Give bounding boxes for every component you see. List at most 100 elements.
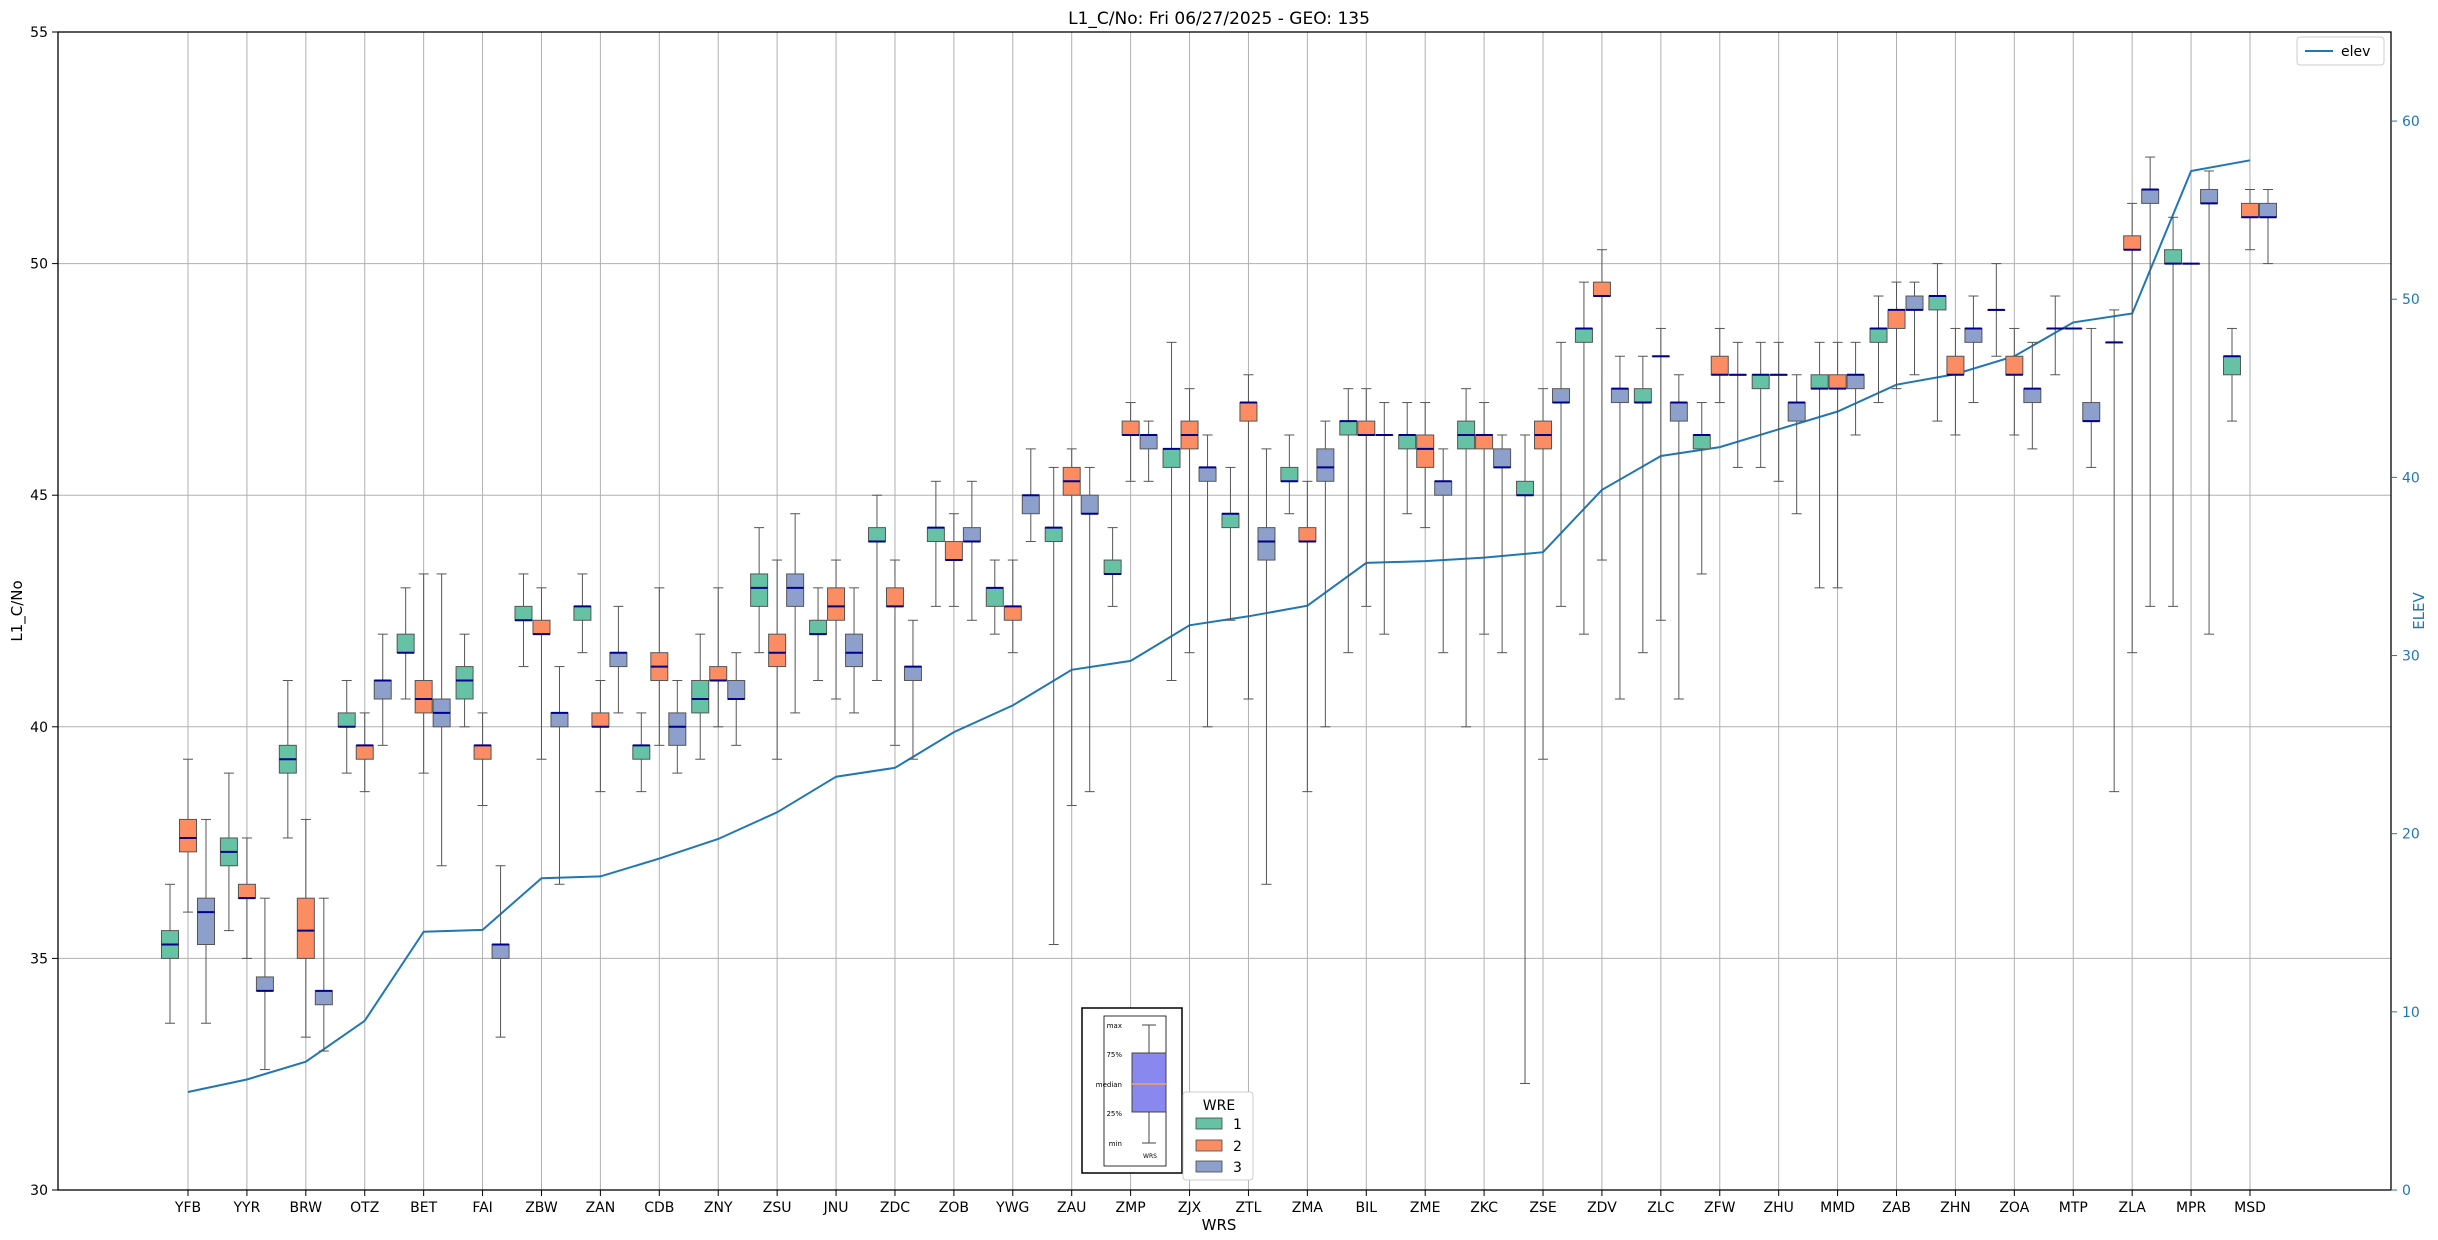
inset-box [1131, 1052, 1167, 1113]
box-wre2-zhu [1769, 341, 1788, 482]
box-body [473, 744, 492, 760]
box-body [1887, 309, 1906, 329]
y-right-tick-label-20: 20 [2402, 827, 2420, 843]
box-body [1964, 327, 1983, 343]
box-wre2-zsu [768, 559, 787, 760]
box-body [2123, 235, 2142, 251]
box-wre3-zbw [550, 666, 569, 885]
inset-label-max: max [1107, 1022, 1122, 1030]
x-tick-label-zoa: ZOA [1999, 1200, 2029, 1216]
legend-wre-swatch-3 [1195, 1160, 1223, 1173]
box-body [296, 897, 315, 959]
box-wre1-zdc [867, 494, 886, 681]
box-body [2023, 388, 2042, 404]
x-tick-label-zny: ZNY [704, 1200, 733, 1216]
box-wre2-zdc [885, 559, 904, 746]
x-tick-label-zau: ZAU [1057, 1200, 1086, 1216]
box-body [1633, 388, 1652, 404]
x-tick-label-jnu: JNU [823, 1200, 849, 1216]
box-wre1-zab [1869, 295, 1888, 404]
legend-elev: elev [2296, 36, 2385, 66]
y-right-tick-label-0: 0 [2402, 1183, 2411, 1199]
elev-series-layer [187, 159, 2251, 1093]
grid-lines [58, 31, 2391, 1191]
box-wre1-mtp [2046, 295, 2065, 376]
box-body [768, 633, 787, 668]
box-wre3-cdb [668, 679, 687, 774]
box-wre2-zmp [1121, 402, 1140, 482]
inset-caption: WRS [1143, 1153, 1157, 1160]
box-wre2-zse [1534, 388, 1553, 760]
box-wre3-zjx [1198, 434, 1217, 728]
box-body [591, 712, 610, 728]
y-right-tick-label-30: 30 [2402, 649, 2420, 665]
box-body [1946, 355, 1965, 376]
x-tick-label-zan: ZAN [586, 1200, 616, 1216]
box-wre1-zkc [1457, 388, 1476, 728]
box-body [1221, 513, 1240, 529]
x-tick-label-zla: ZLA [2119, 1200, 2147, 1216]
box-body [926, 527, 945, 543]
x-tick-label-zdv: ZDV [1587, 1200, 1617, 1216]
box-wre1-ztl [1221, 466, 1240, 621]
box-wre1-ywg [985, 559, 1004, 635]
box-body [573, 605, 592, 621]
box-body [786, 573, 805, 607]
box-body [1080, 494, 1099, 515]
x-tick-label-mmd: MMD [1820, 1200, 1855, 1216]
x-tick-label-zmp: ZMP [1116, 1200, 1146, 1216]
box-body [1339, 420, 1358, 436]
x-tick-label-zse: ZSE [1529, 1200, 1556, 1216]
box-body [255, 976, 274, 992]
box-wre3-zoa [2023, 341, 2042, 450]
box-wre2-ywg [1003, 559, 1022, 654]
box-wre3-jnu [845, 587, 864, 714]
box-body [1021, 494, 1040, 515]
box-body [1669, 402, 1688, 422]
box-body [1846, 374, 1865, 390]
x-tick-label-cdb: CDB [644, 1200, 674, 1216]
box-wre1-zoa [1987, 263, 2006, 357]
box-wre3-ztl [1257, 448, 1276, 885]
box-body [2164, 249, 2183, 265]
box-wre1-fai [455, 633, 474, 728]
box-wre2-zob [944, 513, 963, 607]
box-body [1103, 559, 1122, 575]
box-body [1552, 388, 1571, 404]
box-body [455, 666, 474, 700]
box-body [1610, 388, 1629, 404]
box-wre1-zau [1044, 466, 1063, 946]
box-wre2-mmd [1828, 341, 1847, 589]
x-tick-label-zma: ZMA [1292, 1200, 1324, 1216]
box-wre1-brw [278, 679, 297, 839]
box-wre1-zob [926, 480, 945, 607]
box-body [1592, 281, 1611, 297]
x-tick-label-yfb: YFB [174, 1200, 201, 1216]
x-tick-label-mpr: MPR [2176, 1200, 2207, 1216]
box-wre1-msd [2222, 327, 2241, 422]
box-wre1-zmp [1103, 527, 1122, 607]
box-wre2-mpr [2182, 262, 2201, 265]
chart-title: L1_C/No: Fri 06/27/2025 - GEO: 135 [1068, 9, 1370, 29]
box-wre2-otz [355, 712, 374, 793]
box-body [514, 605, 533, 621]
box-body [1239, 402, 1258, 422]
box-body [1257, 527, 1276, 561]
x-tick-label-ztl: ZTL [1235, 1200, 1261, 1216]
y-axis-label: L1_C/No [8, 580, 27, 641]
box-body [237, 883, 256, 899]
box-wre2-zlc [1651, 327, 1670, 621]
x-tick-label-bet: BET [410, 1200, 437, 1216]
box-wre2-zma [1298, 480, 1317, 793]
box-wre2-zme [1416, 402, 1435, 529]
box-body [1398, 434, 1417, 450]
box-wre1-zbw [514, 573, 533, 668]
box-body [1574, 327, 1593, 343]
legend-wre-swatch-1 [1195, 1117, 1223, 1130]
box-wre3-zdv [1610, 355, 1629, 700]
box-wre1-zny [691, 633, 710, 760]
y-axis-left: 30 35 40 45 50 55 [30, 25, 58, 1199]
box-wre2-zjx [1180, 388, 1199, 654]
box-wre1-zlc [1633, 355, 1652, 654]
x-tick-label-zsu: ZSU [763, 1200, 792, 1216]
